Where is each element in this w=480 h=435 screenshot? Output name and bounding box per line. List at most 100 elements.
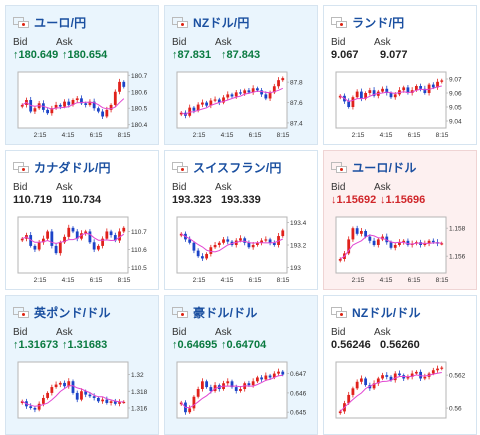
card-header: カナダドル/円 [13, 159, 111, 175]
candle-body [419, 371, 423, 379]
candle-body [281, 230, 285, 237]
ask-value: 0.56260 [380, 339, 420, 351]
pair-title[interactable]: ユーロ/円 [34, 15, 87, 30]
candle-body [393, 245, 397, 248]
price-chart[interactable]: 1.32 1.318 1.316 [15, 360, 151, 430]
x-tick-label: 2:15 [34, 277, 47, 284]
candle-body [264, 375, 268, 380]
pair-title[interactable]: スイスフラン/円 [193, 160, 282, 175]
arrow-icon: ↑ [62, 339, 68, 351]
candle-body [75, 98, 79, 100]
candle-body [355, 228, 359, 234]
price-chart[interactable]: 87.8 87.6 87.4 2:15 4:15 6:15 8:15 [174, 70, 310, 140]
candle-body [101, 238, 105, 246]
pair-title[interactable]: NZドル/ドル [352, 305, 421, 320]
candle-body [385, 88, 389, 93]
candle-body [63, 382, 66, 387]
candle-body [234, 92, 238, 97]
candle-body [385, 236, 389, 243]
rate-card-eurusd[interactable]: ユーロ/ドル Bid Ask ↓1.15692 ↓1.15696 1.158 1.1… [323, 150, 477, 290]
candle-body [347, 101, 351, 107]
rate-card-nzdusd[interactable]: NZドル/ドル Bid Ask 0.56246 0.56260 0.562 0.56 [323, 295, 477, 435]
candle-body [71, 381, 75, 393]
candle-body [192, 107, 196, 111]
candle-body [406, 376, 410, 379]
candle-body [105, 231, 109, 239]
y-tick-label: 1.156 [449, 254, 466, 261]
price-chart[interactable]: 180.7 180.6 180.5 180.4 2:15 4:15 6:15 8:15 [15, 70, 151, 140]
candle-body [351, 97, 355, 107]
y-tick-label: 193 [290, 265, 301, 272]
candle-body [54, 384, 58, 388]
candle-body [88, 394, 92, 397]
candle-body [109, 401, 113, 403]
chart-frame [335, 361, 447, 419]
ask-label: Ask [56, 327, 73, 338]
pair-title[interactable]: カナダドル/円 [34, 160, 111, 175]
candle-body [46, 231, 50, 239]
candle-body [414, 371, 418, 374]
pair-title[interactable]: NZドル/円 [193, 15, 250, 30]
rate-card-zarjpy[interactable]: ランド/円 Bid Ask 9.067 9.077 9.07 9.06 9.05 9.0… [323, 5, 477, 145]
flag-icon [331, 306, 347, 318]
candle-body [96, 108, 100, 112]
arrow-icon: ↑ [172, 49, 178, 61]
y-tick-label: 87.8 [290, 80, 303, 87]
candle-body [359, 378, 363, 382]
y-tick-label: 0.646 [290, 390, 307, 397]
y-tick-label: 110.7 [131, 229, 147, 236]
flag-icon [172, 306, 188, 318]
pair-title[interactable]: 英ポンド/ドル [34, 305, 111, 320]
candle-body [105, 399, 109, 403]
candle-body [260, 90, 264, 95]
pair-title[interactable]: ランド/円 [352, 15, 405, 30]
candle-body [75, 231, 79, 239]
candle-body [122, 227, 126, 232]
y-tick-label: 9.05 [449, 105, 462, 112]
chart-frame [176, 71, 288, 129]
candle-body [80, 391, 83, 400]
card-header: ユーロ/ドル [331, 159, 417, 175]
y-tick-label: 193.4 [290, 220, 307, 227]
rate-card-nzdjpy[interactable]: NZドル/円 Bid Ask ↑87.831 ↑87.843 87.8 87.6 87… [164, 5, 318, 145]
candle-body [402, 240, 406, 243]
rate-card-gbpusd[interactable]: 英ポンド/ドル Bid Ask ↑1.31673 ↑1.31683 1.32 1.3… [5, 295, 159, 435]
candle-body [41, 238, 45, 243]
rate-card-cadjpy[interactable]: カナダドル/円 Bid Ask 110.719 110.734 110.7 110.… [5, 150, 159, 290]
price-chart[interactable]: 1.158 1.156 2:15 4:15 6:15 8:15 [333, 215, 469, 285]
price-chart[interactable]: 110.7 110.6 110.5 2:15 4:15 6:15 8:15 [15, 215, 151, 285]
candle-body [247, 383, 251, 386]
candle-body [50, 108, 54, 114]
rate-card-eurjpy[interactable]: ユーロ/円 Bid Ask ↑180.649 ↑180.654 180.7 180.… [5, 5, 159, 145]
candle-body [222, 239, 225, 243]
candle-body [406, 240, 410, 245]
candle-body [101, 111, 105, 117]
candle-body [389, 242, 393, 248]
flag-icon [13, 16, 29, 28]
bid-value: 9.067 [331, 49, 359, 61]
candle-body [213, 245, 217, 248]
x-tick-label: 2:15 [193, 132, 206, 139]
arrow-icon: ↑ [172, 339, 178, 351]
rate-card-chfjpy[interactable]: スイスフラン/円 Bid Ask 193.323 193.339 193.4 193… [164, 150, 318, 290]
y-tick-label: 1.32 [131, 372, 144, 379]
pair-title[interactable]: 豪ドル/ドル [193, 305, 258, 320]
candle-body [272, 242, 276, 245]
candle-body [58, 382, 62, 385]
candle-body [355, 91, 359, 98]
price-chart[interactable]: 0.562 0.56 [333, 360, 469, 430]
candle-body [427, 240, 431, 244]
candle-body [398, 242, 401, 245]
candle-body [179, 112, 183, 115]
x-tick-label: 6:15 [408, 277, 421, 284]
pair-title[interactable]: ユーロ/ドル [352, 160, 417, 175]
price-chart[interactable]: 9.07 9.06 9.05 9.04 2:15 4:15 6:15 8:15 [333, 70, 469, 140]
x-tick-label: 4:15 [221, 132, 234, 139]
candle-body [33, 407, 37, 410]
price-chart[interactable]: 193.4 193.2 193 2:15 4:15 6:15 8:15 [174, 215, 310, 285]
rate-card-audusd[interactable]: 豪ドル/ドル Bid Ask ↑0.64695 ↑0.64704 0.647 0.6… [164, 295, 318, 435]
price-chart[interactable]: 0.647 0.646 0.645 [174, 360, 310, 430]
ask-label: Ask [56, 182, 73, 193]
y-tick-label: 1.318 [131, 389, 148, 396]
candle-body [389, 376, 393, 381]
